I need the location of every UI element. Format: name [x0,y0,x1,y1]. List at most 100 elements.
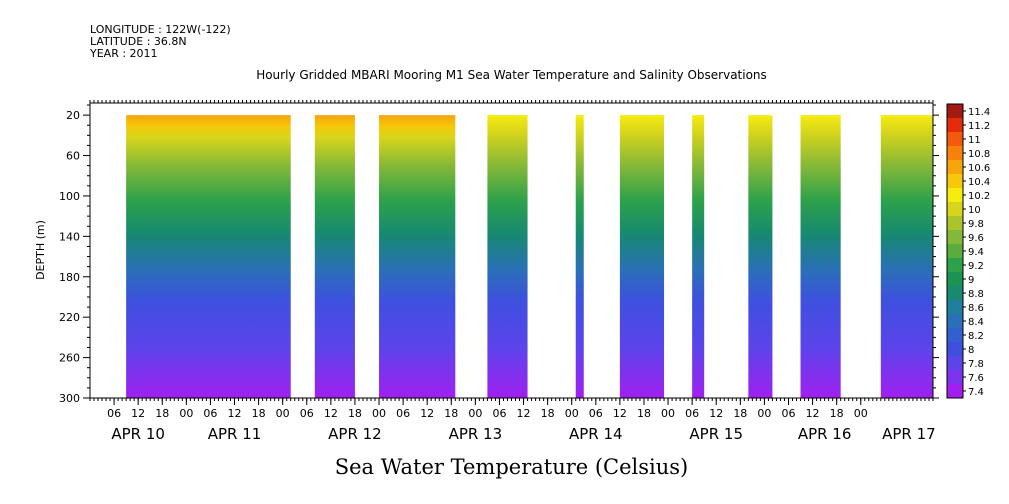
x-tick-label: 06 [396,407,410,420]
x-day-label: APR 17 [882,425,936,443]
colorbar-label: 10.6 [968,163,990,174]
colorbar-swatch [947,370,963,384]
x-tick-label: 06 [300,407,314,420]
y-tick-label: 300 [59,392,80,405]
x-tick-label: 12 [324,407,338,420]
x-tick-label: 06 [492,407,506,420]
colorbar-label: 10 [968,205,981,216]
x-tick-label: 18 [348,407,362,420]
colorbar-swatch [947,300,963,314]
x-day-label: APR 15 [689,425,743,443]
data-segment [880,115,933,398]
colorbar-label: 8 [968,345,974,356]
y-tick-label: 260 [59,352,80,365]
longitude-label: LONGITUDE : 122W(-122) [90,23,231,36]
data-segment [748,115,773,398]
x-tick-label: 06 [203,407,217,420]
axes: 06 12 18 00 06 12 18 00 06 12 18 00 06 12 18 00 06 12 18 00… [59,100,939,443]
colorbar: 7.4 7.6 7.8 8 8.2 8.4 8.6 8.8 9 9.2 9.4 9.6 9.8 10 10.… [946,103,990,399]
x-day-label: APR 12 [328,425,382,443]
x-tick-label: 00 [276,407,290,420]
colorbar-swatch [947,328,963,342]
colorbar-swatch [947,216,963,230]
colorbar-swatch [947,342,963,356]
latitude-label: LATITUDE : 36.8N [90,35,187,48]
y-tick-label: 140 [59,230,80,243]
colorbar-label: 8.8 [968,289,984,300]
y-tick-label: 60 [66,150,80,163]
colorbar-label: 11.4 [968,107,990,118]
colorbar-swatch [947,272,963,286]
colorbar-label: 8.6 [968,303,984,314]
x-day-label: APR 11 [208,425,262,443]
x-tick-label: 12 [806,407,820,420]
colorbar-label: 7.4 [968,387,984,398]
colorbar-label: 9.2 [968,261,984,272]
chart-subtitle: Sea Water Temperature (Celsius) [334,455,689,479]
colorbar-swatch [947,230,963,244]
x-tick-label: 18 [637,407,651,420]
colorbar-label: 9 [968,275,974,286]
x-tick-label: 12 [420,407,434,420]
x-day-label: APR 16 [798,425,852,443]
colorbar-swatch [947,146,963,160]
colorbar-swatch [947,202,963,216]
colorbar-label: 9.4 [968,247,984,258]
colorbar-label: 10.8 [968,149,990,160]
x-tick-label: 00 [565,407,579,420]
colorbar-label: 9.6 [968,233,984,244]
y-tick-label: 20 [66,109,80,122]
colorbar-swatch [947,356,963,370]
colorbar-swatch [947,244,963,258]
x-tick-label: 06 [685,407,699,420]
colorbar-swatch [947,160,963,174]
x-tick-label: 00 [468,407,482,420]
x-tick-label: 18 [830,407,844,420]
data-segment [126,115,291,398]
colorbar-label: 8.4 [968,317,984,328]
colorbar-swatch [947,258,963,272]
colorbar-swatch [947,314,963,328]
colorbar-swatch [947,384,963,398]
x-tick-label: 18 [733,407,747,420]
x-day-label: APR 13 [449,425,503,443]
colorbar-label: 10.2 [968,191,990,202]
colorbar-label: 9.8 [968,219,984,230]
colorbar-swatch [947,286,963,300]
colorbar-swatch [947,132,963,146]
colorbar-label: 11 [968,135,981,146]
year-label: YEAR : 2011 [90,47,158,60]
colorbar-label: 8.2 [968,331,984,342]
colorbar-label: 7.6 [968,373,984,384]
x-day-label: APR 14 [569,425,623,443]
y-tick-label: 220 [59,311,80,324]
y-tick-label: 100 [59,190,80,203]
data-segment [575,115,584,398]
y-axis-label: DEPTH (m) [34,220,47,280]
x-tick-label: 06 [781,407,795,420]
data-segment [619,115,665,398]
x-day-label: APR 10 [111,425,165,443]
data-segment [800,115,841,398]
x-tick-label: 12 [131,407,145,420]
x-tick-label: 06 [107,407,121,420]
x-tick-label: 00 [757,407,771,420]
data-segment [379,115,456,398]
colorbar-label: 10.4 [968,177,990,188]
chart-title: Hourly Gridded MBARI Mooring M1 Sea Wate… [256,68,767,82]
colorbar-swatch [947,188,963,202]
x-tick-label: 00 [179,407,193,420]
x-tick-label: 06 [589,407,603,420]
x-tick-label: 00 [661,407,675,420]
data-segment [314,115,355,398]
x-tick-label: 18 [541,407,555,420]
x-tick-label: 18 [444,407,458,420]
colorbar-swatch [947,174,963,188]
plot-area [126,115,933,398]
x-tick-label: 12 [613,407,627,420]
colorbar-label: 11.2 [968,121,990,132]
x-tick-label: 18 [252,407,266,420]
colorbar-swatch [947,104,963,118]
colorbar-label: 7.8 [968,359,984,370]
